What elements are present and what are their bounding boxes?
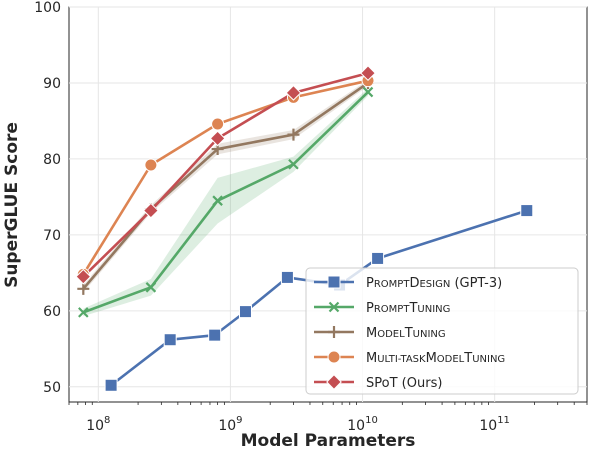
data-point-square (163, 333, 177, 347)
legend-label-part: UNING (417, 304, 450, 315)
data-point-circle (327, 350, 341, 364)
legend-label-part: UNING (413, 329, 446, 340)
data-point-x (145, 282, 157, 293)
legend-label-part: ROMPT (374, 279, 410, 290)
data-point-square (520, 204, 534, 218)
data-point-diamond (142, 202, 159, 219)
data-point-square (280, 270, 294, 284)
y-tick-label: 70 (43, 228, 61, 244)
legend-label: MODELTUNING (366, 326, 446, 341)
x-axis-title: Model Parameters (241, 431, 416, 451)
legend-label-part: T (404, 326, 413, 341)
legend-label-part: M (366, 351, 377, 366)
legend-label: SPoT (Ours) (366, 376, 442, 391)
x-tick-base: 10 (86, 418, 104, 434)
series-markers (75, 65, 534, 392)
x-tick-base: 10 (218, 418, 236, 434)
legend-label-part: ODEL (377, 329, 405, 340)
data-point-diamond (360, 65, 376, 81)
data-point-square (327, 275, 341, 289)
data-point-x (362, 86, 374, 98)
y-tick-label: 80 (43, 152, 61, 168)
y-tick-label: 50 (43, 380, 61, 396)
legend-label-part: ODEL (437, 354, 465, 365)
legend-label-part: T (408, 301, 417, 316)
x-tick-exponent: 10 (365, 415, 378, 426)
data-point-plus (328, 326, 340, 338)
legend-label-part: T (Ours) (389, 376, 443, 391)
y-axis-title: SuperGLUE Score (2, 122, 22, 288)
data-point-plus (77, 282, 90, 295)
x-tick-label: 1010 (347, 415, 378, 434)
x-tick-labels: 108 109 1010 1011 (86, 415, 510, 434)
x-tick-label: 1011 (479, 415, 510, 434)
legend-label-part: o (382, 376, 390, 391)
data-point-diamond (75, 268, 92, 285)
data-point-x (288, 158, 299, 170)
data-point-circle (211, 117, 225, 131)
legend-label: PROMPTTUNING (366, 301, 450, 316)
data-point-diamond (285, 84, 302, 101)
data-point-square (238, 305, 252, 319)
legend-label: MULTI-TASKMODELTUNING (366, 351, 505, 366)
y-tick-label: 90 (43, 76, 61, 92)
y-tick-labels: 50 60 70 80 90 100 (34, 0, 61, 396)
data-point-square (208, 328, 222, 342)
y-tick-label: 60 (43, 304, 61, 320)
data-point-x (212, 195, 223, 206)
legend-label-part: P (366, 276, 374, 291)
legend-label-part: M (366, 326, 377, 341)
x-tick-base: 10 (347, 418, 365, 434)
data-point-diamond (326, 374, 342, 390)
legend-label-part: UNING (472, 354, 505, 365)
x-tick-label: 109 (218, 415, 242, 434)
data-point-x (328, 301, 340, 313)
data-point-plus (287, 128, 300, 141)
legend-label-part: T (463, 351, 472, 366)
y-tick-label: 100 (34, 0, 61, 16)
error-band (83, 88, 369, 317)
data-point-diamond (209, 130, 226, 147)
data-point-x (78, 307, 89, 318)
x-tick-exponent: 9 (236, 415, 242, 426)
x-tick-exponent: 8 (104, 415, 110, 426)
legend-label-part: (GPT-3) (450, 276, 502, 291)
legend-label-part: SP (366, 376, 382, 391)
data-point-circle (144, 158, 158, 172)
x-tick-label: 108 (86, 415, 110, 434)
legend-label-part: M (426, 351, 437, 366)
legend-label-part: ULTI-TASK (377, 354, 426, 365)
legend-label-part: D (409, 276, 419, 291)
legend-label-part: ROMPT (374, 304, 410, 315)
legend: PROMPTDESIGN (GPT-3)PROMPTTUNINGMODELTUN… (305, 267, 579, 395)
legend-label-part: P (366, 301, 374, 316)
data-point-square (104, 378, 118, 392)
legend-box (305, 267, 579, 395)
x-tick-base: 10 (479, 418, 497, 434)
legend-label-part: ESIGN (419, 279, 450, 290)
legend-label: PROMPTDESIGN (GPT-3) (366, 276, 502, 291)
x-tick-exponent: 11 (497, 415, 510, 426)
data-point-square (371, 251, 385, 265)
